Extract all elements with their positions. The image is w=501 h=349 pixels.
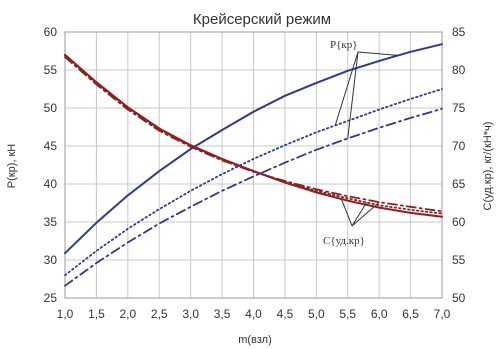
x-tick-label: 5,0 — [308, 307, 325, 321]
y-left-tick-labels: 25 30 35 40 45 50 55 60 — [44, 25, 58, 305]
series-p-kr-dot — [64, 88, 443, 277]
annotation-c-leader — [351, 202, 368, 227]
series-c-ud-kr-dot — [64, 54, 443, 215]
x-axis-label: m(взл) — [238, 334, 272, 346]
x-tick-label: 2,0 — [119, 307, 136, 321]
x-tick-labels: 1,0 1,5 2,0 2,5 3,0 3,5 4,0 4,5 5,0 5,5 6,0 6,5 7,0 — [57, 307, 451, 321]
y-left-axis-label: P(кр), кН — [6, 144, 18, 189]
x-tick-label: 3,5 — [214, 307, 231, 321]
annotation-c-leader — [351, 201, 380, 227]
x-tick-label: 5,5 — [339, 307, 356, 321]
x-tick-label: 6,5 — [402, 307, 419, 321]
annotation-c-ud-kr: C{уд.кр} — [323, 235, 365, 247]
y-left-tick-label: 50 — [44, 101, 58, 115]
x-tick-label: 2,5 — [151, 307, 168, 321]
y-right-tick-label: 65 — [452, 177, 466, 191]
x-tick-label: 4,0 — [245, 307, 262, 321]
x-tick-label: 1,0 — [57, 307, 74, 321]
y-right-tick-label: 70 — [452, 139, 466, 153]
chart-title: Крейсерский режим — [193, 11, 331, 28]
y-left-tick-label: 60 — [44, 25, 58, 39]
x-tick-label: 4,5 — [277, 307, 294, 321]
annotation-p-leader — [334, 51, 359, 126]
grid — [64, 31, 443, 299]
y-right-tick-label: 55 — [452, 253, 466, 267]
y-right-tick-labels: 50 55 60 65 70 75 80 85 — [452, 25, 466, 305]
y-left-tick-label: 40 — [44, 177, 58, 191]
y-left-tick-label: 25 — [44, 291, 58, 305]
annotations: P{кр} C{уд.кр} — [323, 39, 399, 247]
y-left-tick-label: 30 — [44, 253, 58, 267]
y-right-axis-label: C(уд.кр), кг/(кН*ч) — [482, 122, 494, 211]
annotation-p-leader — [347, 51, 359, 139]
series-p-kr-dashdot — [64, 107, 443, 287]
annotation-p-leaders — [334, 51, 399, 139]
series-c-ud-kr-dashdot — [64, 56, 443, 213]
x-tick-label: 3,0 — [182, 307, 199, 321]
y-right-tick-label: 80 — [452, 63, 466, 77]
annotation-c-leaders — [341, 198, 380, 227]
y-right-tick-label: 60 — [452, 215, 466, 229]
y-right-tick-label: 75 — [452, 101, 466, 115]
plot-frame — [64, 31, 443, 299]
y-left-tick-label: 55 — [44, 63, 58, 77]
annotation-p-kr: P{кр} — [330, 39, 358, 51]
x-tick-label: 6,0 — [371, 307, 388, 321]
annotation-p-leader — [357, 51, 399, 56]
x-tick-label: 1,5 — [88, 307, 105, 321]
y-right-tick-label: 50 — [452, 291, 466, 305]
x-tick-label: 7,0 — [434, 307, 451, 321]
y-left-tick-label: 45 — [44, 139, 58, 153]
y-left-tick-label: 35 — [44, 215, 58, 229]
annotation-c-leader — [341, 198, 353, 227]
y-right-tick-label: 85 — [452, 25, 466, 39]
series-lines — [64, 43, 443, 287]
series-p-kr-solid — [64, 43, 443, 255]
